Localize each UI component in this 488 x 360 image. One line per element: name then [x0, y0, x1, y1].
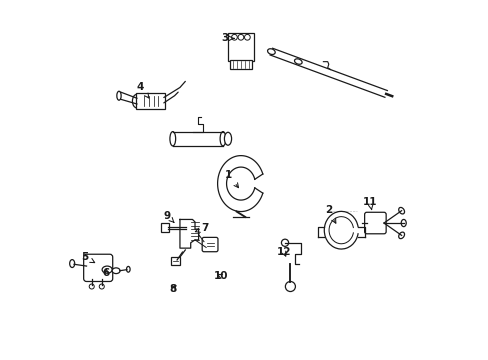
Circle shape	[281, 239, 288, 246]
FancyBboxPatch shape	[202, 237, 218, 252]
Circle shape	[238, 35, 244, 40]
Text: 7: 7	[195, 224, 208, 233]
Ellipse shape	[398, 207, 404, 214]
Ellipse shape	[126, 266, 130, 272]
Text: 1: 1	[224, 170, 238, 188]
Circle shape	[99, 284, 104, 289]
Circle shape	[285, 282, 295, 292]
Ellipse shape	[400, 220, 406, 226]
FancyBboxPatch shape	[229, 60, 251, 69]
FancyBboxPatch shape	[171, 257, 180, 265]
Text: 8: 8	[169, 284, 176, 294]
Ellipse shape	[169, 132, 175, 146]
Circle shape	[89, 284, 94, 289]
Text: 12: 12	[276, 247, 290, 257]
Ellipse shape	[398, 232, 404, 239]
Ellipse shape	[220, 132, 225, 146]
Ellipse shape	[132, 94, 141, 108]
FancyBboxPatch shape	[136, 93, 164, 109]
Ellipse shape	[224, 132, 231, 145]
Text: 10: 10	[214, 271, 228, 281]
FancyBboxPatch shape	[227, 33, 253, 62]
Text: 4: 4	[137, 82, 148, 98]
Text: 9: 9	[163, 211, 174, 222]
Circle shape	[231, 35, 237, 40]
Ellipse shape	[69, 260, 75, 267]
Ellipse shape	[112, 268, 120, 274]
Ellipse shape	[117, 91, 121, 100]
Text: 11: 11	[362, 197, 377, 210]
FancyBboxPatch shape	[161, 223, 169, 232]
Ellipse shape	[267, 49, 275, 54]
Text: 2: 2	[325, 206, 335, 223]
Circle shape	[244, 35, 250, 40]
Ellipse shape	[102, 266, 112, 273]
Text: 3: 3	[221, 33, 234, 43]
FancyBboxPatch shape	[83, 254, 112, 282]
Ellipse shape	[294, 59, 302, 64]
Text: 6: 6	[102, 267, 110, 278]
Text: 5: 5	[81, 252, 95, 263]
FancyBboxPatch shape	[364, 212, 386, 234]
